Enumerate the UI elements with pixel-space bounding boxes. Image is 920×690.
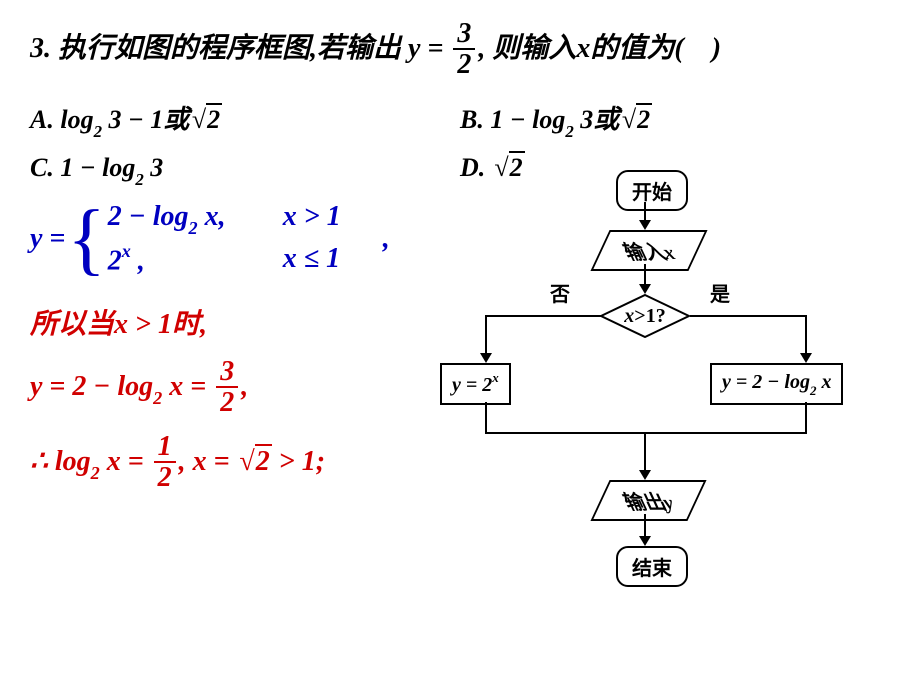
flow-process-left: y = 2x [440, 363, 511, 405]
flow-output: 输出y [590, 480, 706, 521]
piecewise-function: y = { 2 − log2 x, x > 1 2x , x ≤ 1 , [30, 195, 450, 283]
label-no: 否 [550, 278, 570, 307]
option-B: B. 1 − log2 3或2 [460, 99, 890, 139]
flow-input: 输入x [590, 230, 707, 271]
flow-end: 结束 [616, 546, 688, 587]
label-yes: 是 [710, 278, 730, 307]
q-suffix: , 则输入x的值为( ) [478, 33, 721, 64]
sqrt-B: 2 [619, 105, 652, 135]
solution-left: y = { 2 − log2 x, x > 1 2x , x ≤ 1 , 所以当… [30, 195, 450, 508]
sqrt-A: 2 [189, 105, 222, 135]
flow-process-right: y = 2 − log2 x [710, 363, 843, 405]
question-text: 3. 执行如图的程序框图,若输出 y = 3 2 , 则输入x的值为( ) [30, 20, 890, 81]
q-yeq: y = [408, 33, 443, 64]
flowchart: 开始 输入x x>1? 否 是 y = 2x y = 2 − log2 x 输出… [400, 170, 890, 670]
flow-start: 开始 [616, 170, 688, 211]
red-line-2: y = 2 − log2 x = 32, [30, 358, 450, 419]
q-prefix: 执行如图的程序框图,若输出 [58, 33, 401, 64]
option-C: C. 1 − log2 3 [30, 153, 460, 187]
flow-decision: x>1? [600, 294, 690, 338]
option-A: A. log2 3 − 1或2 [30, 99, 460, 139]
q-fraction: 3 2 [453, 20, 475, 81]
q-number: 3. [30, 33, 51, 64]
red-line-1: 所以当x > 1时, [30, 305, 450, 344]
red-line-3: ∴ log2 x = 12, x = 2 > 1; [30, 433, 450, 494]
